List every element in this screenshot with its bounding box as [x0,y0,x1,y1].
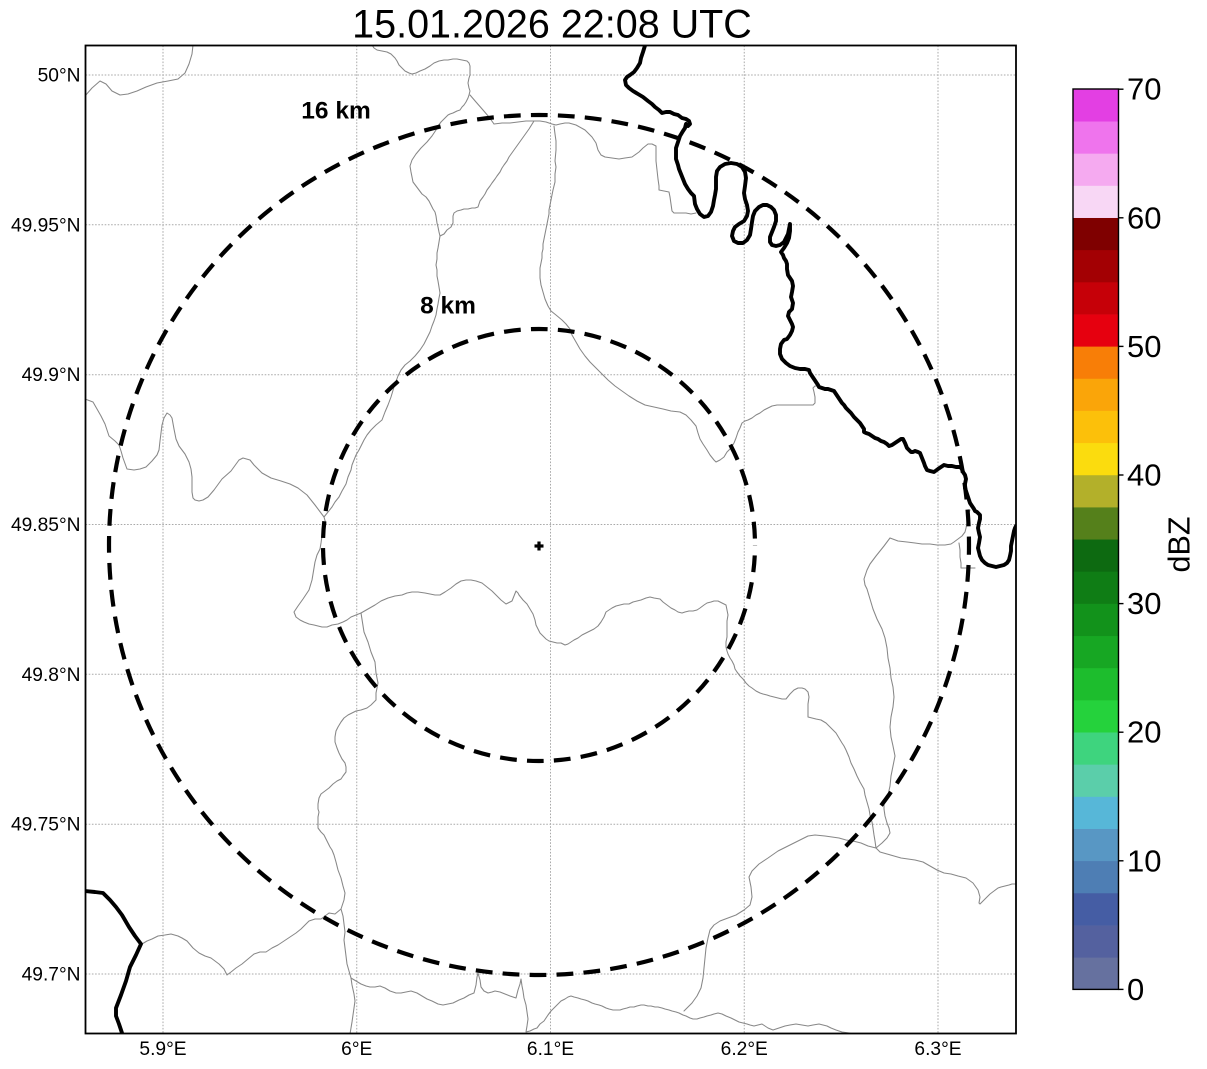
svg-text:60: 60 [1127,200,1161,235]
svg-text:49.85°N: 49.85°N [11,515,81,536]
svg-text:49.95°N: 49.95°N [11,215,81,236]
svg-text:50: 50 [1127,329,1161,364]
svg-text:50°N: 50°N [38,66,81,87]
svg-text:70: 70 [1127,72,1161,107]
svg-text:16 km: 16 km [301,98,370,125]
svg-text:40: 40 [1127,458,1161,493]
svg-text:49.75°N: 49.75°N [11,815,81,836]
svg-text:49.7°N: 49.7°N [22,965,81,986]
svg-text:0: 0 [1127,972,1144,1007]
svg-text:6.3°E: 6.3°E [914,1039,961,1060]
svg-text:20: 20 [1127,715,1161,750]
svg-text:15.01.2026 22:08 UTC: 15.01.2026 22:08 UTC [352,3,752,47]
svg-text:8 km: 8 km [420,293,476,320]
svg-text:5.9°E: 5.9°E [139,1039,186,1060]
svg-text:6.1°E: 6.1°E [527,1039,574,1060]
svg-text:49.9°N: 49.9°N [22,365,81,386]
svg-text:6°E: 6°E [341,1039,372,1060]
svg-text:49.8°N: 49.8°N [22,665,81,686]
svg-text:30: 30 [1127,586,1161,621]
svg-text:10: 10 [1127,843,1161,878]
svg-text:6.2°E: 6.2°E [721,1039,768,1060]
svg-text:dBZ: dBZ [1163,517,1197,573]
